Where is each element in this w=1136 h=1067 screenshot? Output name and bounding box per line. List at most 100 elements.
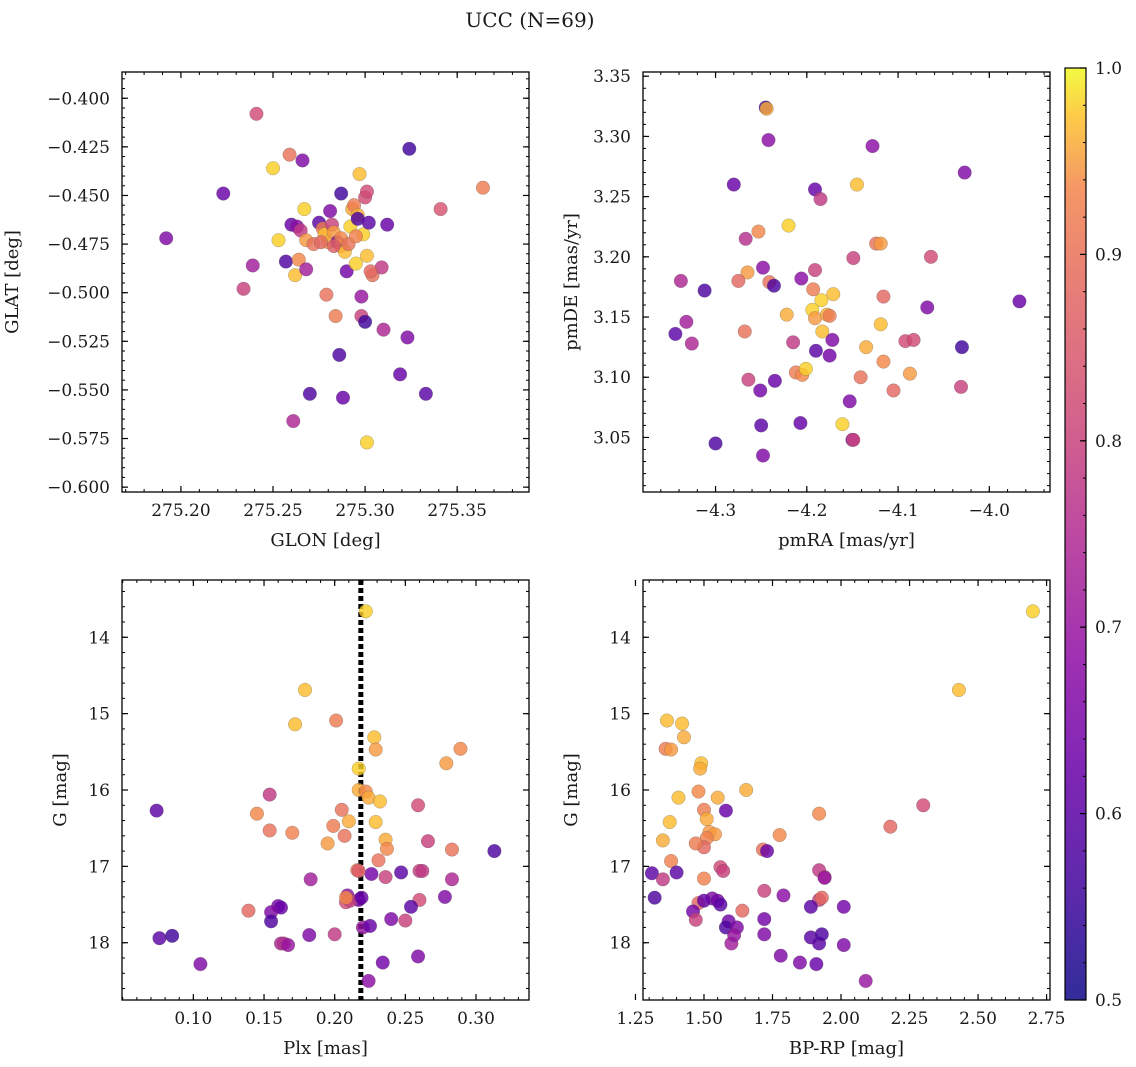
data-point bbox=[359, 184, 374, 199]
data-point bbox=[699, 812, 714, 827]
x-tick-label: 0.15 bbox=[245, 1009, 283, 1029]
data-point bbox=[849, 177, 864, 192]
data-point bbox=[776, 888, 791, 903]
data-point bbox=[393, 367, 408, 382]
panel-pmra-pmde: −4.3 −4.2 −4.1 −4.0 3.05 3.10 3.15 3.20 3.25 3.30… bbox=[561, 67, 1051, 551]
data-point bbox=[814, 927, 829, 942]
data-point bbox=[286, 414, 301, 429]
colorbar-tick-label: 0.8 bbox=[1095, 432, 1122, 452]
panel-bprp-g: 1.25 1.50 1.75 2.00 2.25 2.50 2.75 14 15 16 17 18 BP… bbox=[561, 579, 1066, 1059]
data-point bbox=[152, 931, 167, 946]
y-tick-label: −0.600 bbox=[47, 478, 110, 498]
data-point bbox=[735, 903, 750, 918]
x-tick-label: −4.2 bbox=[786, 501, 827, 521]
data-point bbox=[751, 224, 766, 239]
data-point bbox=[675, 716, 690, 731]
scatter-points bbox=[149, 604, 502, 988]
data-point bbox=[808, 343, 823, 358]
x-tick-label: 1.75 bbox=[754, 1009, 792, 1029]
data-point bbox=[727, 928, 742, 943]
colorbar-tick-label: 0.5 bbox=[1095, 991, 1122, 1011]
data-point bbox=[149, 803, 164, 818]
data-point bbox=[363, 918, 378, 933]
axes-frame bbox=[642, 579, 1051, 1001]
data-point bbox=[332, 347, 347, 362]
data-point bbox=[372, 794, 387, 809]
data-point bbox=[808, 263, 823, 278]
data-point bbox=[757, 883, 772, 898]
data-point bbox=[726, 177, 741, 192]
data-point bbox=[278, 254, 293, 269]
data-point bbox=[676, 730, 691, 745]
data-point bbox=[753, 383, 768, 398]
data-point bbox=[876, 289, 891, 304]
data-point bbox=[339, 264, 354, 279]
data-point bbox=[741, 372, 756, 387]
data-point bbox=[327, 927, 342, 942]
data-point bbox=[814, 890, 829, 905]
data-point bbox=[916, 798, 931, 813]
data-point bbox=[865, 139, 880, 154]
data-point bbox=[361, 215, 376, 230]
data-point bbox=[364, 867, 379, 882]
data-point bbox=[334, 802, 349, 817]
data-point bbox=[673, 273, 688, 288]
axes-frame bbox=[642, 71, 1051, 493]
data-point bbox=[262, 787, 277, 802]
data-point bbox=[297, 202, 312, 217]
data-point bbox=[487, 844, 502, 859]
y-tick-label: 18 bbox=[609, 934, 631, 954]
data-point bbox=[759, 101, 774, 116]
data-point bbox=[361, 973, 376, 988]
data-point bbox=[363, 264, 378, 279]
data-point bbox=[739, 783, 754, 798]
data-point bbox=[341, 814, 356, 829]
x-tick-label: 0.25 bbox=[386, 1009, 424, 1029]
data-point bbox=[688, 836, 703, 851]
x-tick-label: 275.35 bbox=[427, 501, 486, 521]
x-tick-label: −4.1 bbox=[877, 501, 918, 521]
data-point bbox=[266, 161, 281, 176]
figure-title: UCC (N=69) bbox=[465, 8, 594, 32]
data-point bbox=[384, 912, 399, 927]
data-point bbox=[380, 217, 395, 232]
y-tick-label: 17 bbox=[88, 857, 110, 877]
data-point bbox=[418, 386, 433, 401]
data-point bbox=[288, 717, 303, 732]
data-point bbox=[400, 330, 415, 345]
data-point bbox=[693, 761, 708, 776]
data-point bbox=[420, 834, 435, 849]
data-point bbox=[249, 106, 264, 121]
data-point bbox=[826, 287, 841, 302]
data-point bbox=[351, 761, 366, 776]
colorbar: 0.5 0.6 0.7 0.8 0.9 1.0 bbox=[1064, 59, 1122, 1011]
data-point bbox=[348, 229, 363, 244]
data-point bbox=[710, 790, 725, 805]
data-point bbox=[453, 741, 468, 756]
data-point bbox=[671, 790, 686, 805]
y-tick-label: 14 bbox=[88, 628, 110, 648]
x-tick-label: 275.25 bbox=[243, 501, 302, 521]
data-point bbox=[241, 903, 256, 918]
data-point bbox=[444, 842, 459, 857]
data-point bbox=[803, 899, 818, 914]
y-tick-label: −0.550 bbox=[47, 381, 110, 401]
y-tick-label: 15 bbox=[88, 705, 110, 725]
y-axis-label: G [mag] bbox=[561, 753, 582, 826]
data-point bbox=[691, 784, 706, 799]
data-point bbox=[398, 913, 413, 928]
y-tick-label: 3.35 bbox=[593, 67, 631, 87]
colorbar-gradient bbox=[1064, 67, 1087, 1001]
data-point bbox=[323, 204, 338, 219]
scatter-points bbox=[668, 100, 1027, 463]
data-point bbox=[846, 251, 861, 266]
x-tick-label: 275.30 bbox=[335, 501, 394, 521]
data-point bbox=[358, 314, 373, 329]
data-point bbox=[368, 815, 383, 830]
x-tick-label: 2.75 bbox=[1028, 1009, 1066, 1029]
data-point bbox=[794, 271, 809, 286]
data-point bbox=[806, 282, 821, 297]
data-point bbox=[1012, 294, 1027, 309]
data-point bbox=[669, 865, 684, 880]
